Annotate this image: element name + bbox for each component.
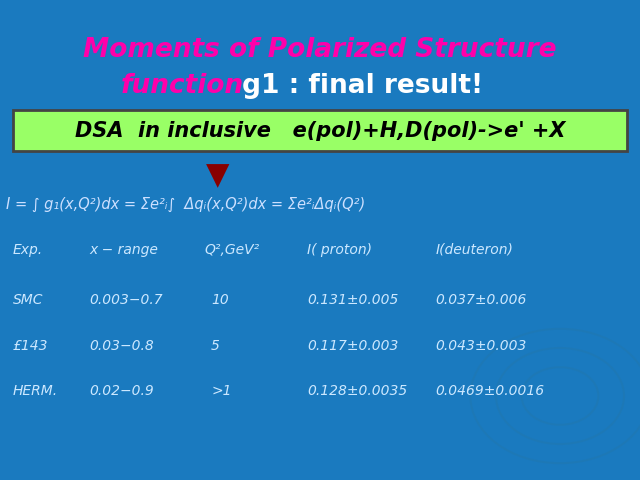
Text: x − range: x − range (90, 242, 159, 257)
Text: DSA  in inclusive   e(pol)+H,D(pol)->e' +X: DSA in inclusive e(pol)+H,D(pol)->e' +X (75, 121, 565, 141)
Text: Exp.: Exp. (13, 242, 43, 257)
Text: 0.131±0.005: 0.131±0.005 (307, 293, 399, 307)
Text: function: function (121, 73, 244, 99)
Text: 5: 5 (211, 338, 220, 353)
Text: 0.003−0.7: 0.003−0.7 (90, 293, 163, 307)
Text: I( proton): I( proton) (307, 242, 372, 257)
Text: 0.0469±0.0016: 0.0469±0.0016 (435, 384, 545, 398)
Text: 10: 10 (211, 293, 229, 307)
Text: 0.043±0.003: 0.043±0.003 (435, 338, 527, 353)
Text: Q²,GeV²: Q²,GeV² (205, 242, 260, 257)
Text: Moments of Polarized Structure: Moments of Polarized Structure (83, 37, 557, 63)
Text: 0.02−0.9: 0.02−0.9 (90, 384, 154, 398)
Text: 0.03−0.8: 0.03−0.8 (90, 338, 154, 353)
Text: 0.117±0.003: 0.117±0.003 (307, 338, 399, 353)
Text: I = ∫ g₁(x,Q²)dx = Σe²ᵢ∫  Δqᵢ(x,Q²)dx = Σe²ᵢΔqᵢ(Q²): I = ∫ g₁(x,Q²)dx = Σe²ᵢ∫ Δqᵢ(x,Q²)dx = Σ… (6, 196, 365, 212)
Text: 0.037±0.006: 0.037±0.006 (435, 293, 527, 307)
Text: £143: £143 (13, 338, 48, 353)
Text: 0.128±0.0035: 0.128±0.0035 (307, 384, 408, 398)
Text: I(deuteron): I(deuteron) (435, 242, 513, 257)
Text: g1 : final result!: g1 : final result! (234, 73, 483, 99)
Text: HERM.: HERM. (13, 384, 58, 398)
Text: >1: >1 (211, 384, 232, 398)
Text: SMC: SMC (13, 293, 44, 307)
Text: ▼: ▼ (206, 161, 229, 190)
